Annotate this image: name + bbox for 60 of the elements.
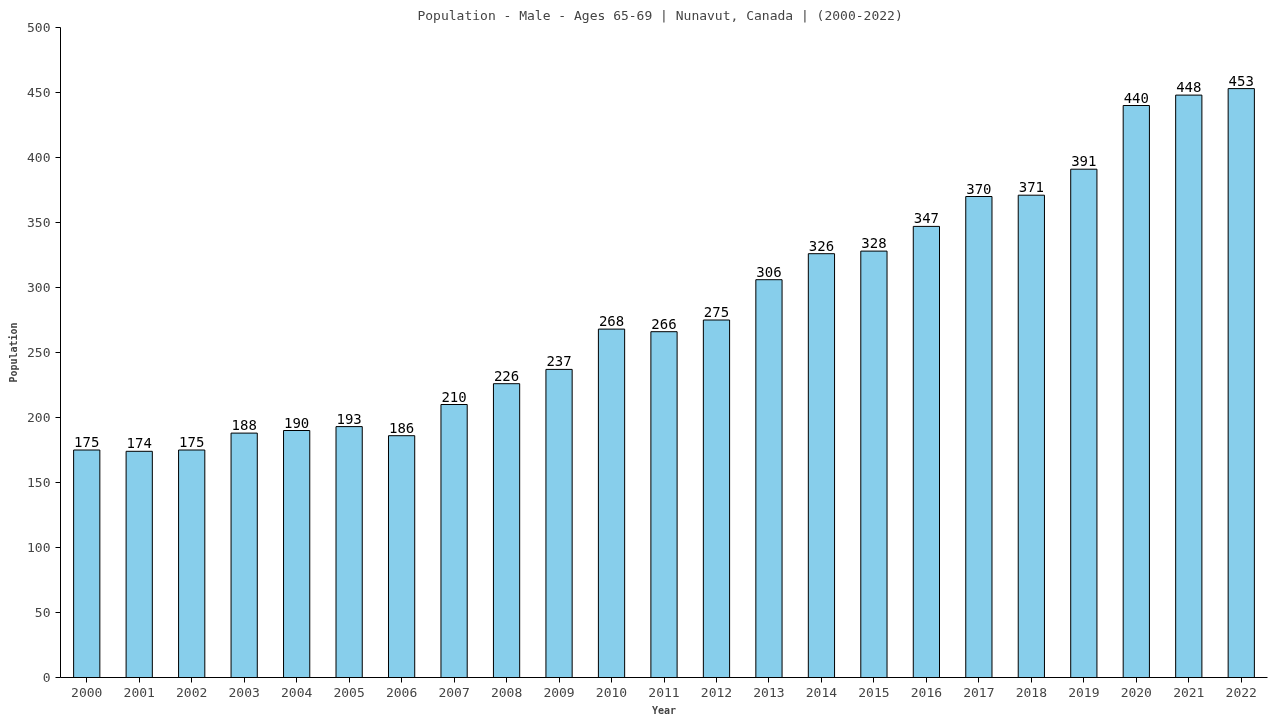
data-label: 347 bbox=[913, 210, 940, 227]
data-label: 448 bbox=[1176, 79, 1202, 96]
data-label: 175 bbox=[179, 434, 205, 450]
data-label: 453 bbox=[1228, 72, 1254, 89]
data-label: 237 bbox=[546, 353, 572, 370]
y-tick-label: 250 bbox=[27, 345, 51, 360]
x-tick-label: 2010 bbox=[595, 684, 628, 700]
y-tick-label: 150 bbox=[27, 475, 51, 490]
y-axis-title: Population bbox=[8, 322, 20, 383]
y-tick-label: 450 bbox=[27, 85, 51, 100]
y-tick-label: 500 bbox=[27, 20, 51, 35]
x-tick-label: 2022 bbox=[1225, 684, 1257, 700]
data-label: 188 bbox=[231, 417, 257, 434]
data-label: 391 bbox=[1071, 153, 1097, 170]
x-tick-label: 2008 bbox=[490, 684, 523, 700]
x-tick-label: 2005 bbox=[333, 684, 365, 700]
y-tick-label: 0 bbox=[42, 670, 51, 685]
data-label: 440 bbox=[1123, 89, 1149, 106]
chart-title: Population - Male - Ages 65-69 | Nunavut, Canada | (2000-2022) bbox=[417, 7, 903, 23]
x-tick-label: 2018 bbox=[1015, 684, 1048, 700]
data-label: 190 bbox=[284, 414, 310, 431]
data-label: 210 bbox=[441, 388, 467, 405]
x-tick-label: 2011 bbox=[648, 684, 680, 700]
x-tick-label: 2000 bbox=[71, 684, 103, 700]
x-tick-label: 2012 bbox=[700, 684, 733, 700]
data-label: 326 bbox=[808, 237, 835, 254]
x-tick-label: 2002 bbox=[176, 684, 208, 700]
data-label: 186 bbox=[388, 419, 415, 436]
y-tick-label: 350 bbox=[27, 215, 51, 230]
x-tick-label: 2020 bbox=[1120, 684, 1152, 700]
y-tick-label: 50 bbox=[34, 605, 51, 620]
data-label: 306 bbox=[756, 263, 782, 280]
x-tick-label: 2015 bbox=[858, 684, 890, 700]
x-tick-label: 2006 bbox=[385, 684, 418, 700]
x-tick-label: 2019 bbox=[1068, 684, 1100, 700]
data-label: 371 bbox=[1018, 179, 1044, 196]
data-label: 268 bbox=[598, 313, 625, 330]
y-tick-label: 100 bbox=[27, 540, 51, 555]
data-label: 275 bbox=[703, 304, 730, 320]
data-label: 193 bbox=[336, 410, 362, 427]
data-label: 266 bbox=[651, 315, 677, 332]
data-label: 370 bbox=[966, 180, 992, 197]
y-tick-label: 400 bbox=[27, 150, 51, 165]
x-tick-label: 2009 bbox=[543, 684, 575, 700]
x-tick-label: 2017 bbox=[963, 684, 995, 700]
x-tick-label: 2001 bbox=[123, 684, 155, 700]
x-tick-label: 2021 bbox=[1173, 684, 1205, 700]
x-tick-label: 2004 bbox=[281, 684, 313, 700]
y-tick-label: 200 bbox=[27, 410, 51, 425]
data-label: 328 bbox=[861, 235, 887, 252]
x-axis-title: Year bbox=[651, 704, 677, 716]
x-tick-label: 2007 bbox=[438, 684, 470, 700]
data-label: 226 bbox=[493, 367, 520, 384]
data-label: 174 bbox=[126, 435, 152, 452]
x-tick-label: 2016 bbox=[910, 684, 943, 700]
y-tick-label: 300 bbox=[27, 280, 51, 295]
x-tick-label: 2003 bbox=[228, 684, 260, 700]
x-tick-label: 2014 bbox=[805, 684, 838, 700]
data-label: 175 bbox=[74, 434, 100, 450]
x-tick-label: 2013 bbox=[753, 684, 785, 700]
